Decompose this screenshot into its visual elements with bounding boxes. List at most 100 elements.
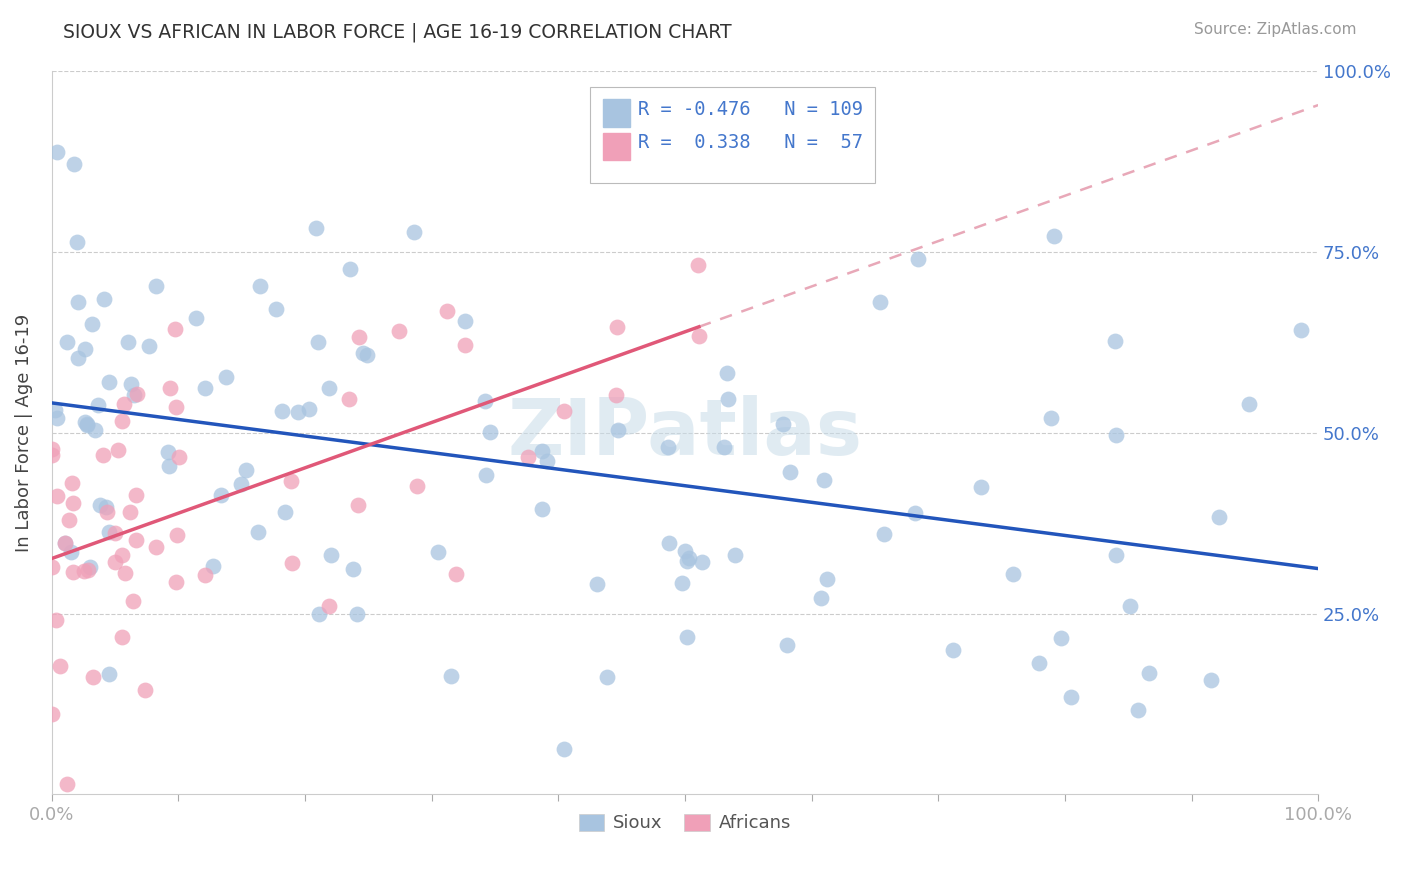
Point	[657, 440, 679, 454]
Point	[298, 402, 321, 417]
Point	[104, 555, 127, 569]
Point	[77, 563, 100, 577]
Point	[346, 498, 368, 512]
Point	[159, 381, 181, 395]
Point	[1137, 665, 1160, 680]
Point	[114, 566, 136, 580]
Point	[307, 335, 329, 350]
FancyBboxPatch shape	[591, 87, 875, 183]
Point	[675, 630, 697, 644]
Point	[104, 525, 127, 540]
Point	[114, 397, 136, 411]
Point	[553, 403, 575, 417]
Point	[122, 388, 145, 402]
Point	[163, 322, 186, 336]
Point	[280, 475, 302, 489]
Point	[1028, 657, 1050, 671]
Point	[907, 252, 929, 266]
Point	[45, 613, 67, 627]
Point	[308, 607, 330, 621]
Point	[356, 348, 378, 362]
Point	[91, 448, 114, 462]
Point	[347, 330, 370, 344]
Point	[56, 777, 79, 791]
Point	[125, 533, 148, 547]
Point	[436, 304, 458, 318]
Point	[66, 235, 89, 249]
Point	[287, 405, 309, 419]
Point	[76, 417, 98, 432]
Point	[346, 607, 368, 621]
Point	[605, 387, 627, 401]
Point	[1105, 428, 1128, 442]
Point	[426, 545, 449, 559]
Point	[772, 417, 794, 432]
Point	[264, 302, 287, 317]
Point	[98, 666, 121, 681]
Point	[716, 366, 738, 380]
Point	[58, 513, 80, 527]
Point	[903, 506, 925, 520]
Point	[688, 328, 710, 343]
Text: R =  0.338   N =  57: R = 0.338 N = 57	[638, 133, 863, 153]
Point	[82, 317, 104, 331]
Point	[84, 423, 107, 437]
Point	[44, 402, 66, 417]
Point	[79, 560, 101, 574]
Point	[717, 392, 740, 407]
Point	[1199, 673, 1222, 688]
Point	[41, 442, 63, 456]
Point	[62, 475, 84, 490]
Point	[776, 638, 799, 652]
Point	[1289, 323, 1312, 337]
Point	[553, 742, 575, 756]
Point	[117, 335, 139, 350]
Point	[62, 566, 84, 580]
Point	[970, 480, 993, 494]
Point	[145, 279, 167, 293]
Point	[339, 261, 361, 276]
Text: SIOUX VS AFRICAN IN LABOR FORCE | AGE 16-19 CORRELATION CHART: SIOUX VS AFRICAN IN LABOR FORCE | AGE 16…	[63, 22, 733, 42]
Point	[1237, 397, 1260, 411]
Point	[76, 417, 98, 431]
Point	[658, 536, 681, 550]
Point	[281, 556, 304, 570]
Point	[159, 458, 181, 473]
Point	[779, 465, 801, 479]
Point	[96, 505, 118, 519]
Point	[167, 450, 190, 465]
Point	[319, 548, 342, 562]
Point	[516, 450, 538, 464]
Point	[82, 670, 104, 684]
Point	[1104, 334, 1126, 349]
Point	[134, 682, 156, 697]
Point	[342, 562, 364, 576]
Point	[41, 706, 63, 721]
Point	[59, 545, 82, 559]
Point	[1001, 567, 1024, 582]
Point	[49, 659, 72, 673]
Point	[810, 591, 832, 605]
Point	[318, 599, 340, 614]
Point	[444, 567, 467, 582]
Point	[66, 351, 89, 366]
Bar	[603, 133, 630, 160]
Point	[41, 448, 63, 462]
Point	[1105, 549, 1128, 563]
Point	[440, 668, 463, 682]
Point	[271, 404, 294, 418]
Point	[63, 157, 86, 171]
Point	[111, 631, 134, 645]
Point	[73, 343, 96, 357]
Point	[55, 334, 77, 349]
Point	[1043, 229, 1066, 244]
Point	[166, 528, 188, 542]
Point	[678, 550, 700, 565]
Point	[585, 577, 607, 591]
Point	[98, 525, 121, 540]
Point	[1060, 690, 1083, 704]
Point	[120, 377, 142, 392]
Point	[121, 594, 143, 608]
Point	[156, 445, 179, 459]
Point	[688, 258, 710, 272]
